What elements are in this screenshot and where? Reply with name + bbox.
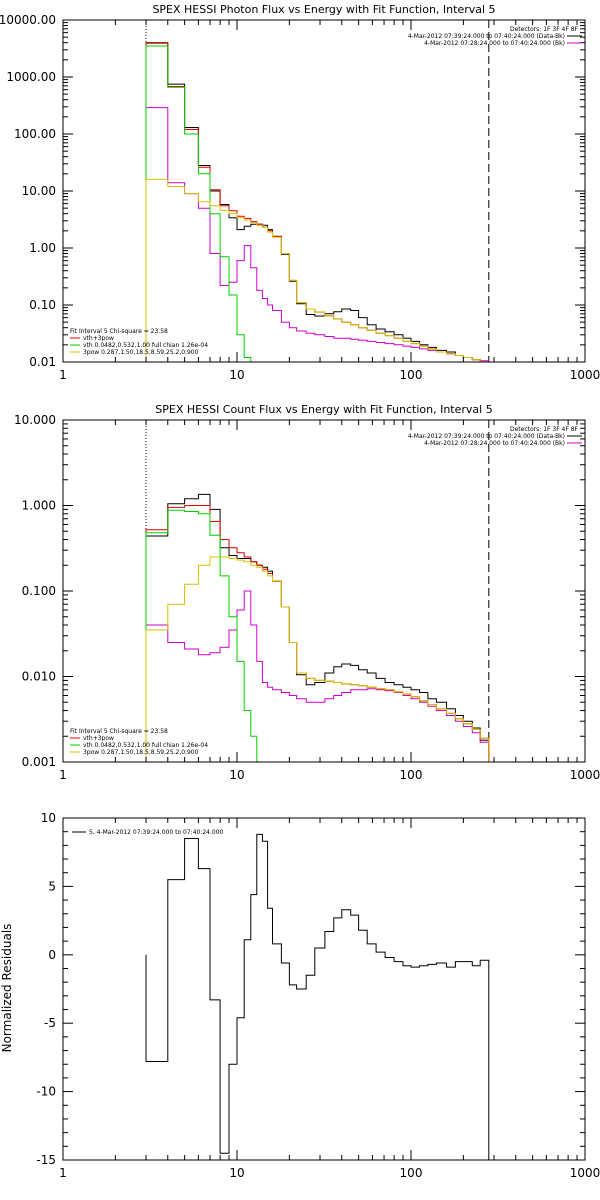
x-tick-label: 1 xyxy=(59,1166,67,1180)
count-flux-panel: SPEX HESSI Count Flux vs Energy with Fit… xyxy=(14,403,600,782)
series-line-series-0 xyxy=(145,833,490,1160)
legend-bottom-entry-fit: vth+3pow xyxy=(83,735,114,742)
x-tick-label: 10 xyxy=(229,1166,244,1180)
y-tick-label: 0.01 xyxy=(29,355,56,369)
y-tick-label: 0.010 xyxy=(22,670,56,684)
residuals-panel: Normalized Residuals 10 5 0 -5 -10 -15 1 10 100… xyxy=(0,811,600,1180)
x-tick-label: 1000 xyxy=(570,368,600,382)
y-tick-label: 0.001 xyxy=(22,755,56,769)
legend-bottom-entry-vth: vth 0.0482,0.532,1.00 full chian 1.26e-0… xyxy=(83,342,208,349)
series-line-data-bk xyxy=(145,493,490,762)
count-flux-title: SPEX HESSI Count Flux vs Energy with Fit… xyxy=(155,403,492,416)
y-tick-label: 100.00 xyxy=(14,127,56,141)
y-tick-label: 1000.00 xyxy=(6,70,56,84)
photon-flux-axes-box xyxy=(62,19,586,363)
y-tick-label: 5 xyxy=(48,879,56,893)
legend-bottom-entry-fit: vth+3pow xyxy=(83,335,114,342)
legend-bottom-heading: Fit Interval 5 Chi-square = 23.58 xyxy=(70,328,168,335)
x-tick-label: 10 xyxy=(229,368,244,382)
legend-top-entry-data: 4-Mar-2012 07:39:24.000 to 07:40:24.000 … xyxy=(408,33,565,40)
series-line-3pow xyxy=(145,556,490,762)
legend-top-heading: Detectors: 1F 3F 4F 8F xyxy=(510,426,579,433)
y-tick-label: -5 xyxy=(44,1016,56,1030)
legend-top-entry-bk: 4-Mar-2012 07:28:24.000 to 07:40:24.000 … xyxy=(424,40,565,47)
residuals-legend: 5, 4-Mar-2012 07:39:24.000 to 07:40:24.0… xyxy=(72,829,224,836)
x-tick-label: 10 xyxy=(229,768,244,782)
count-flux-legend-bottom: Fit Interval 5 Chi-square = 23.58 vth+3p… xyxy=(70,728,208,756)
x-tick-label: 100 xyxy=(400,368,423,382)
series-line-vth xyxy=(145,45,252,362)
photon-flux-title: SPEX HESSI Photon Flux vs Energy with Fi… xyxy=(152,3,495,16)
residuals-axes-box xyxy=(62,817,586,1161)
series-line-vth xyxy=(145,509,263,762)
photon-flux-panel: SPEX HESSI Photon Flux vs Energy with Fi… xyxy=(0,3,600,382)
x-tick-label: 100 xyxy=(400,1166,423,1180)
legend-top-entry-data: 4-Mar-2012 07:39:24.000 to 07:40:24.000 … xyxy=(408,433,565,440)
photon-flux-legend-top: Detectors: 1F 3F 4F 8F 4-Mar-2012 07:39:… xyxy=(408,26,582,47)
series-line-3pow xyxy=(145,178,490,362)
y-tick-label: 10000.00 xyxy=(0,13,56,27)
y-tick-label: 0 xyxy=(48,948,56,962)
residuals-y-axis-label: Normalized Residuals xyxy=(0,924,14,1053)
y-tick-label: 10 xyxy=(41,811,56,825)
residuals-legend-entry: 5, 4-Mar-2012 07:39:24.000 to 07:40:24.0… xyxy=(89,829,224,836)
y-tick-label: -15 xyxy=(36,1153,56,1167)
legend-top-heading: Detectors: 1F 3F 4F 8F xyxy=(510,26,579,33)
legend-bottom-heading: Fit Interval 5 Chi-square = 23.58 xyxy=(70,728,168,735)
count-flux-axes-box xyxy=(62,419,586,763)
x-tick-label: 1 xyxy=(59,368,67,382)
y-tick-label: 10.00 xyxy=(22,184,56,198)
count-flux-legend-top: Detectors: 1F 3F 4F 8F 4-Mar-2012 07:39:… xyxy=(408,426,582,447)
y-tick-label: -10 xyxy=(36,1085,56,1099)
y-tick-label: 10.000 xyxy=(14,413,56,427)
y-tick-label: 0.100 xyxy=(22,584,56,598)
legend-bottom-entry-vth: vth 0.0482,0.532,1.00 full chian 1.26e-0… xyxy=(83,742,208,749)
y-tick-label: 1.000 xyxy=(22,499,56,513)
x-tick-label: 1000 xyxy=(570,768,600,782)
y-tick-label: 0.10 xyxy=(29,298,56,312)
x-tick-label: 1000 xyxy=(570,1166,600,1180)
x-tick-label: 1 xyxy=(59,768,67,782)
legend-top-entry-bk: 4-Mar-2012 07:28:24.000 to 07:40:24.000 … xyxy=(424,440,565,447)
photon-flux-legend-bottom: Fit Interval 5 Chi-square = 23.58 vth+3p… xyxy=(70,328,208,356)
legend-bottom-entry-3pow: 3pow 0.287,1.50,18.5,8.59,25.2,0.900 xyxy=(83,749,199,756)
x-tick-label: 100 xyxy=(400,768,423,782)
legend-bottom-entry-3pow: 3pow 0.287,1.50,18.5,8.59,25.2,0.900 xyxy=(83,349,199,356)
y-tick-label: 1.00 xyxy=(29,241,56,255)
